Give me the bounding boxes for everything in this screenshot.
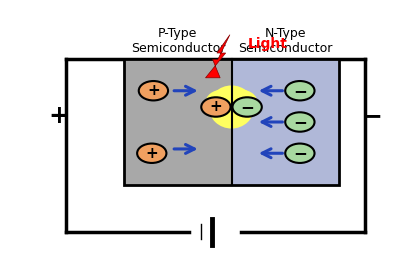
Ellipse shape — [225, 90, 257, 116]
Polygon shape — [205, 35, 230, 78]
Circle shape — [137, 144, 166, 163]
Text: +: + — [145, 146, 158, 161]
Bar — [339, 59, 365, 185]
Bar — [124, 59, 339, 185]
Ellipse shape — [223, 89, 253, 108]
Bar — [66, 59, 124, 185]
Circle shape — [201, 97, 231, 117]
Text: −: − — [293, 113, 307, 131]
Text: −: − — [361, 104, 382, 128]
Text: +: + — [210, 99, 222, 115]
Circle shape — [139, 81, 168, 101]
Circle shape — [285, 81, 315, 101]
Circle shape — [233, 97, 262, 117]
Bar — [124, 59, 231, 185]
Ellipse shape — [209, 85, 255, 129]
Text: −: − — [240, 98, 254, 116]
Ellipse shape — [212, 103, 251, 124]
Circle shape — [285, 144, 315, 163]
Text: N-Type
Semiconductor: N-Type Semiconductor — [238, 27, 332, 55]
Ellipse shape — [210, 102, 240, 121]
Text: −: − — [293, 144, 307, 162]
Ellipse shape — [205, 90, 238, 116]
Text: P-Type
Semiconductor: P-Type Semiconductor — [131, 27, 225, 55]
Text: −: − — [293, 82, 307, 100]
Text: +: + — [147, 83, 160, 98]
Text: +: + — [49, 104, 69, 128]
Circle shape — [285, 112, 315, 132]
Text: Light: Light — [248, 37, 288, 51]
Bar — [231, 59, 339, 185]
